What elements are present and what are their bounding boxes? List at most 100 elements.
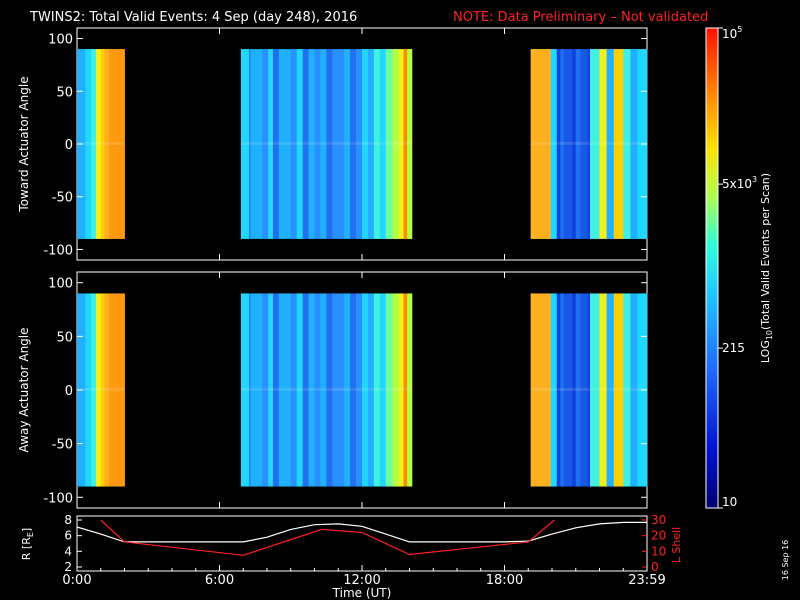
- toward-strip: [375, 49, 377, 239]
- away-strip: [257, 293, 260, 487]
- away-ytick-label: -100: [43, 491, 73, 506]
- toward-strip: [320, 49, 323, 239]
- toward-strip: [397, 49, 400, 239]
- toward-strip: [105, 49, 108, 239]
- toward-strip: [610, 49, 612, 239]
- toward-strip: [544, 49, 547, 239]
- away-strip: [629, 293, 631, 487]
- away-strip: [328, 293, 331, 487]
- toward-strip: [248, 49, 250, 239]
- away-strip: [268, 293, 270, 487]
- away-strip: [91, 293, 93, 487]
- away-ytick-label: -50: [52, 438, 73, 453]
- toward-strip: [280, 49, 282, 239]
- away-strip: [322, 293, 325, 487]
- away-strip: [253, 293, 256, 487]
- toward-strip: [282, 49, 285, 239]
- away-strip: [337, 293, 339, 487]
- toward-strip: [605, 49, 608, 239]
- away-strip: [290, 293, 293, 487]
- away-strip: [340, 293, 343, 487]
- away-strip: [313, 293, 315, 487]
- away-strip: [378, 293, 381, 487]
- toward-strip: [573, 49, 575, 239]
- toward-strip: [398, 49, 401, 239]
- ephemeris-panel-frame: [76, 515, 648, 572]
- toward-strip: [635, 49, 637, 239]
- toward-strip: [123, 49, 125, 239]
- away-strip: [297, 293, 300, 487]
- away-strip: [243, 293, 245, 487]
- toward-strip: [578, 49, 580, 239]
- toward-strip: [594, 49, 597, 239]
- away-strip: [362, 293, 364, 487]
- toward-strip: [535, 49, 537, 239]
- away-strip: [541, 293, 543, 487]
- away-strip: [249, 293, 251, 487]
- toward-ytick-label: 50: [56, 85, 73, 100]
- away-strip: [333, 293, 336, 487]
- toward-strip: [566, 49, 568, 239]
- away-strip: [105, 293, 108, 487]
- time-tick-label: 23:59: [628, 573, 665, 588]
- away-strip: [315, 293, 318, 487]
- away-strip: [560, 293, 562, 487]
- toward-strip: [574, 49, 577, 239]
- away-strip: [571, 293, 573, 487]
- toward-strip: [366, 49, 369, 239]
- away-strip: [288, 293, 290, 487]
- away-strip: [358, 293, 361, 487]
- away-strip: [338, 293, 340, 487]
- away-strip: [123, 293, 125, 487]
- away-strip: [103, 293, 105, 487]
- away-strip: [614, 293, 617, 487]
- away-strip: [276, 293, 279, 487]
- toward-strip: [91, 49, 93, 239]
- toward-strip: [530, 49, 533, 239]
- toward-strip: [318, 49, 320, 239]
- toward-strip: [562, 49, 565, 239]
- away-strip: [116, 293, 118, 487]
- toward-strip: [595, 49, 598, 239]
- toward-strip: [276, 49, 279, 239]
- away-strip: [376, 293, 378, 487]
- toward-strip: [321, 49, 324, 239]
- away-strip: [548, 293, 551, 487]
- away-strip: [96, 293, 98, 487]
- away-strip: [366, 293, 369, 487]
- away-strip: [246, 293, 249, 487]
- away-strip: [407, 293, 409, 487]
- toward-strip: [287, 49, 289, 239]
- away-strip: [373, 293, 376, 487]
- toward-ytick-label: -100: [43, 243, 73, 258]
- toward-strip: [599, 49, 602, 239]
- away-strip: [309, 293, 312, 487]
- lshell-axis-tick-label: 0: [651, 560, 659, 574]
- away-strip: [308, 293, 311, 487]
- toward-strip: [116, 49, 118, 239]
- toward-strip: [307, 49, 309, 239]
- toward-strip: [244, 49, 247, 239]
- away-strip: [110, 293, 112, 487]
- toward-strip: [294, 49, 296, 239]
- away-strip: [618, 293, 621, 487]
- toward-strip: [382, 49, 384, 239]
- away-strip: [547, 293, 549, 487]
- toward-strip: [308, 49, 311, 239]
- away-strip: [86, 293, 89, 487]
- toward-strip: [579, 49, 581, 239]
- toward-strip: [277, 49, 280, 239]
- away-strip: [306, 293, 308, 487]
- away-strip: [363, 293, 365, 487]
- away-strip: [360, 293, 363, 487]
- away-strip: [561, 293, 564, 487]
- toward-ytick-label: 0: [65, 138, 73, 153]
- toward-strip: [300, 49, 302, 239]
- away-strip: [351, 293, 353, 487]
- toward-strip: [385, 49, 388, 239]
- away-strip: [284, 293, 287, 487]
- toward-strip: [603, 49, 605, 239]
- away-strip: [631, 293, 634, 487]
- toward-strip: [376, 49, 378, 239]
